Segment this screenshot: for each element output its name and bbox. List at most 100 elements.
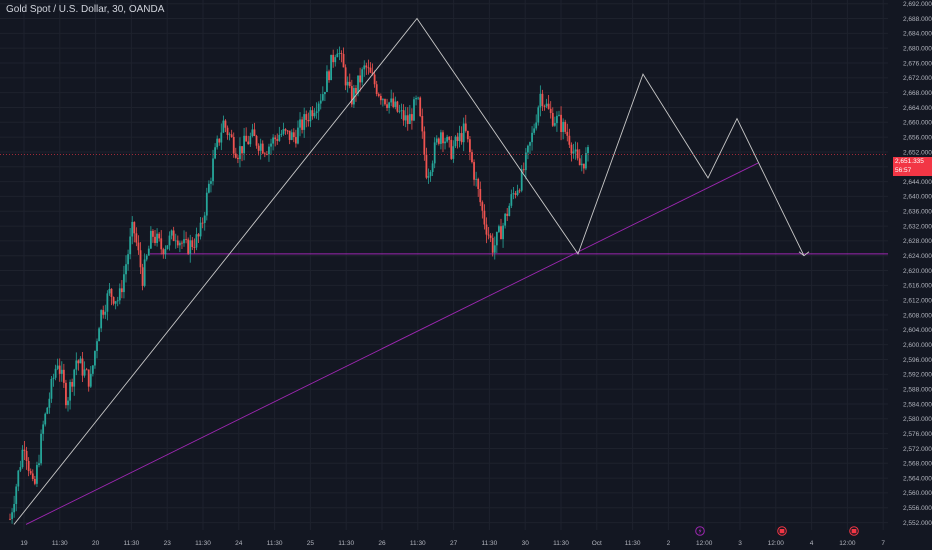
candle-body <box>427 176 430 178</box>
candle-body <box>330 54 333 81</box>
candle-body <box>348 81 351 87</box>
candle-body <box>120 288 123 293</box>
price-tick-label: 2,644.000 <box>903 179 932 186</box>
candle-body <box>539 93 542 108</box>
projection-line <box>13 17 805 525</box>
candle-body <box>110 288 113 297</box>
price-tick-label: 2,660.000 <box>903 120 932 127</box>
candle-body <box>116 300 119 302</box>
candle-body <box>421 116 424 132</box>
candle-body <box>365 65 368 68</box>
time-tick-label: 11:30 <box>338 540 354 547</box>
candle-body <box>104 311 107 315</box>
candle-body <box>123 274 125 293</box>
price-tick-label: 2,632.000 <box>903 223 932 230</box>
candle-body <box>127 254 129 265</box>
candle-body <box>156 233 158 243</box>
candle-body <box>241 146 243 154</box>
time-tick-label: 30 <box>522 540 530 547</box>
candle-body <box>466 130 469 140</box>
candle-body <box>522 169 525 171</box>
candle-body <box>396 101 399 112</box>
candle-body <box>431 163 434 173</box>
candle-body <box>268 146 270 155</box>
candle-body <box>164 249 167 255</box>
candle-body <box>531 132 533 143</box>
candle-body <box>195 234 198 248</box>
candle-body <box>338 53 341 54</box>
price-tick-label: 2,588.000 <box>903 386 932 393</box>
candle-body <box>440 132 442 144</box>
candle-body <box>13 504 16 513</box>
time-tick-label: 25 <box>307 540 315 547</box>
candle-body <box>313 112 316 117</box>
time-tick-label: 12:00 <box>768 540 785 547</box>
candle-body <box>357 75 359 94</box>
candle-body <box>429 172 432 177</box>
candle-body <box>137 242 140 251</box>
candle-body <box>249 136 252 145</box>
candle-body <box>100 310 103 329</box>
candle-body <box>222 120 225 133</box>
candle-body <box>178 242 181 246</box>
candle-body <box>91 365 94 374</box>
time-tick-label: 19 <box>20 540 28 547</box>
candle-body <box>183 239 185 244</box>
candle-body <box>452 146 455 159</box>
candle-body <box>257 145 260 151</box>
candle-body <box>52 377 55 379</box>
calendar-icon[interactable] <box>849 526 859 536</box>
time-tick-label: 26 <box>378 540 386 547</box>
candle-body <box>38 463 40 466</box>
candle-body <box>85 369 88 371</box>
candle-body <box>355 88 357 94</box>
price-tick-label: 2,624.000 <box>903 253 932 260</box>
candle-body <box>413 99 415 121</box>
candle-body <box>382 99 384 101</box>
candle-body <box>495 231 498 246</box>
price-axis-bg <box>888 0 932 550</box>
price-axis[interactable]: 2,552.000 2,556.000 2,560.000 2,564.000 2,56… <box>888 0 932 550</box>
candle-body <box>377 93 380 97</box>
price-tick-label: 2,580.000 <box>903 416 932 423</box>
lightning-icon[interactable] <box>695 526 705 536</box>
price-tick-label: 2,680.000 <box>903 45 932 52</box>
candle-body <box>265 154 268 155</box>
candle-body <box>218 138 221 143</box>
candle-body <box>326 71 328 92</box>
candle-body <box>527 145 529 153</box>
candle-body <box>276 139 279 141</box>
candle-body <box>236 157 239 160</box>
candle-body <box>462 123 465 143</box>
candle-body <box>551 112 554 126</box>
rising-trendline <box>25 162 759 525</box>
candle-body <box>477 178 480 189</box>
price-tick-label: 2,672.000 <box>903 75 932 82</box>
time-axis[interactable]: 19 11:30 20 11:30 23 11:30 24 11:30 25 11:30 26 11:… <box>20 540 885 547</box>
price-tick-label: 2,636.000 <box>903 209 932 216</box>
candle-body <box>11 512 13 520</box>
candle-body <box>220 132 223 143</box>
time-tick-label: 11:30 <box>195 540 211 547</box>
candle-body <box>398 110 401 112</box>
candle-body <box>402 110 405 121</box>
candle-body <box>375 84 378 94</box>
candle-body <box>485 224 488 235</box>
candle-body <box>71 382 74 387</box>
candle-body <box>270 143 272 147</box>
candle-body <box>533 128 536 133</box>
event-icons[interactable] <box>695 526 859 536</box>
candle-body <box>224 120 227 128</box>
candle-body <box>50 378 53 399</box>
candle-body <box>491 237 494 253</box>
candle-body <box>344 67 347 86</box>
candle-body <box>574 149 577 152</box>
calendar-icon[interactable] <box>777 526 787 536</box>
candle-body <box>9 518 11 520</box>
price-tick-label: 2,552.000 <box>903 520 932 527</box>
candle-body <box>340 53 343 55</box>
candle-body <box>415 98 417 100</box>
candle-body <box>473 162 475 180</box>
candle-body <box>301 119 304 130</box>
